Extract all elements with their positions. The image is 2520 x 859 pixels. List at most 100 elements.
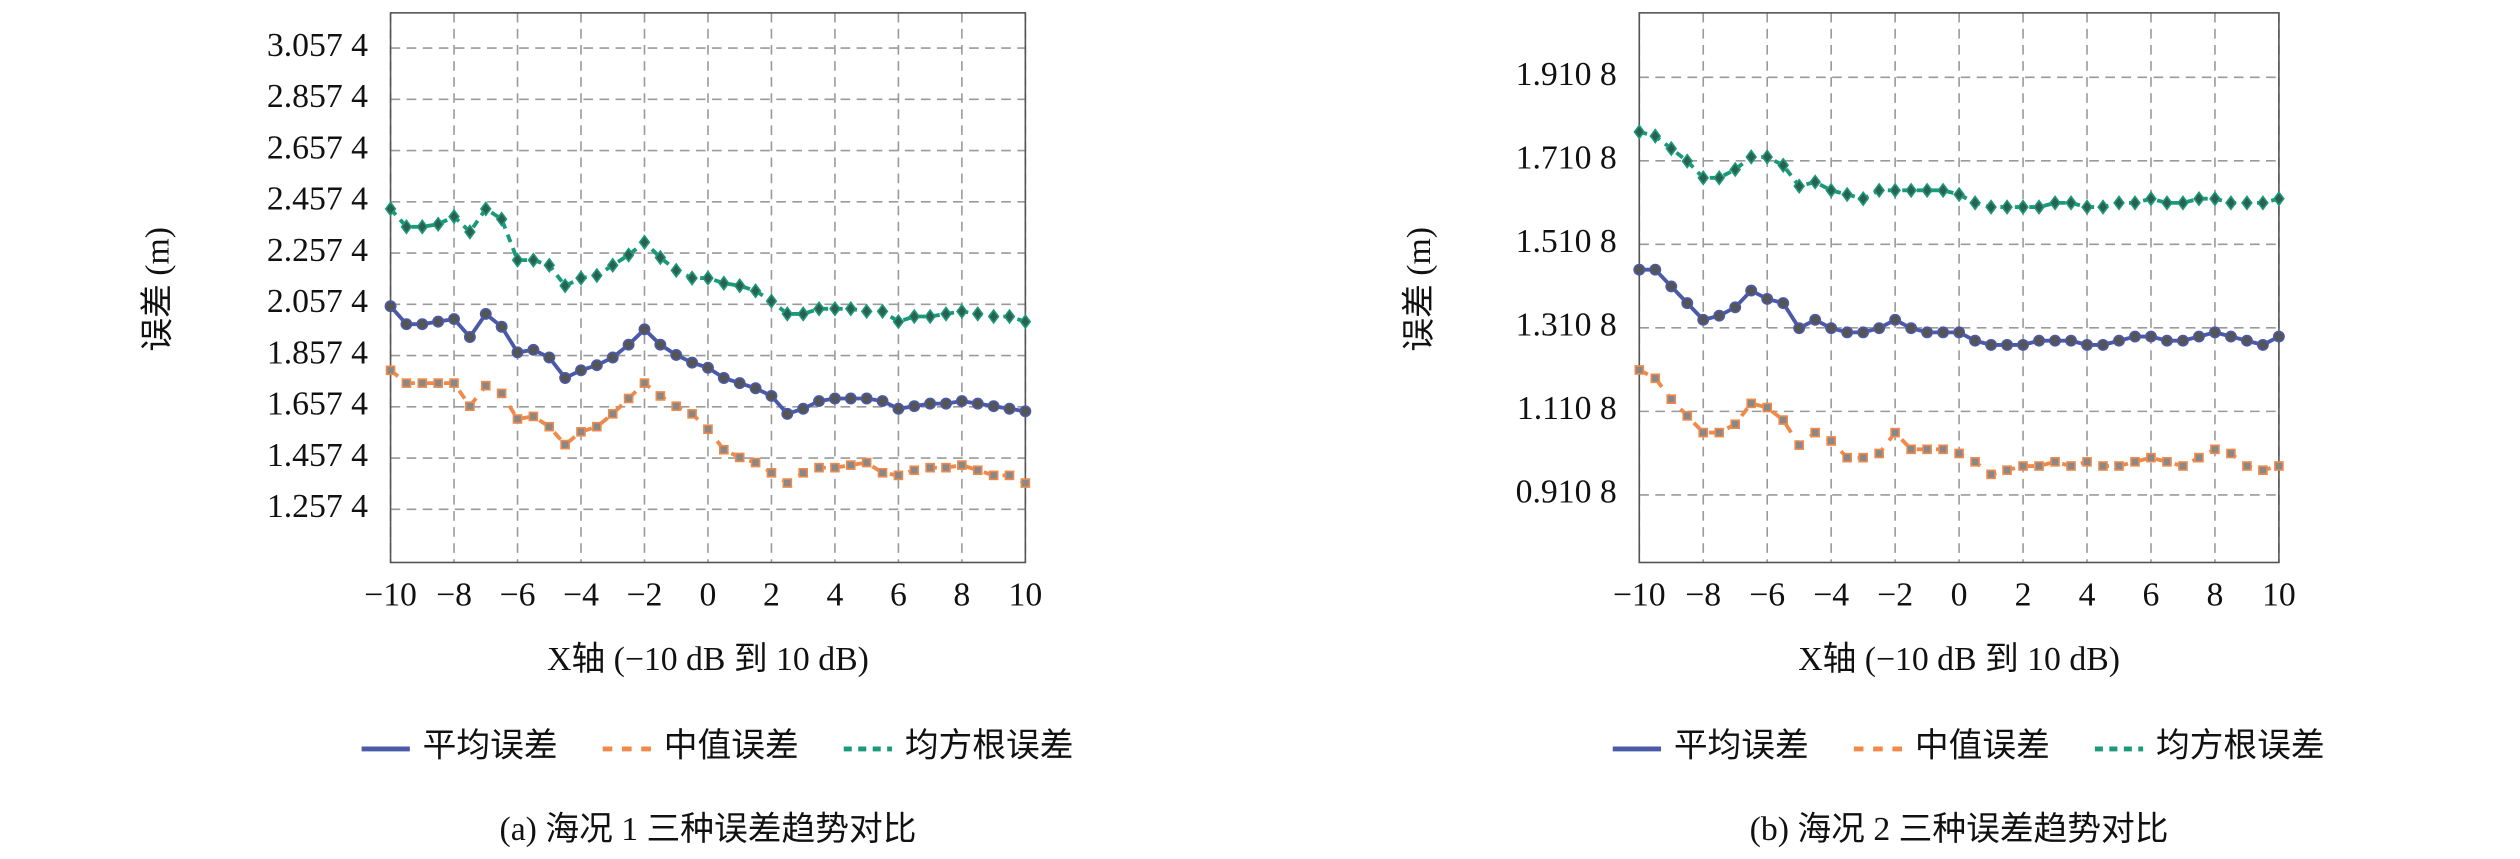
marker (1665, 140, 1678, 157)
marker (2001, 338, 2014, 351)
marker (465, 401, 475, 412)
legend-label: 均方根误差 (905, 727, 1074, 765)
marker (1922, 444, 1932, 455)
marker (1778, 415, 1789, 425)
marker (591, 267, 603, 284)
marker (2161, 195, 2173, 211)
y-tick-label: 1.257 4 (267, 488, 368, 525)
marker (892, 402, 905, 415)
marker (782, 478, 793, 488)
marker (1634, 365, 1645, 375)
marker (2161, 334, 2173, 347)
marker (638, 234, 651, 250)
marker (2065, 334, 2077, 347)
marker (2193, 190, 2205, 207)
marker (987, 308, 1000, 325)
marker (719, 444, 729, 455)
x-tick-label: −6 (500, 577, 536, 614)
x-tick-label: −8 (436, 577, 472, 614)
marker (971, 397, 984, 410)
marker (2114, 461, 2124, 471)
marker (1745, 149, 1758, 165)
x-tick-label: −4 (563, 577, 599, 614)
marker (1793, 178, 1806, 194)
marker (1745, 284, 1758, 297)
marker (1890, 427, 1900, 438)
marker (1873, 182, 1885, 199)
marker (2177, 195, 2189, 211)
marker (1857, 326, 1870, 339)
marker (433, 378, 443, 388)
marker (2049, 334, 2061, 347)
marker (860, 392, 873, 405)
chart-panel: 0.910 8 1.110 8 1.310 8 1.510 8 1.710 8 1.910… (1400, 12, 2325, 848)
marker (1762, 402, 1773, 413)
marker (2194, 452, 2204, 463)
marker (607, 409, 618, 419)
marker (797, 306, 810, 322)
y-tick-label: 1.310 8 (1516, 307, 1617, 344)
marker (686, 270, 698, 286)
marker (1777, 297, 1790, 310)
marker (1761, 149, 1774, 165)
marker (1633, 124, 1646, 140)
marker (703, 424, 713, 435)
marker (654, 338, 667, 351)
y-axis-label: 误差 (m) (138, 227, 176, 352)
marker (1698, 427, 1709, 438)
x-tick-label: 4 (2079, 577, 2096, 614)
marker (1985, 199, 1997, 215)
marker (2129, 195, 2141, 211)
marker (559, 372, 572, 384)
marker (463, 331, 476, 343)
plot-frame (389, 12, 1027, 564)
marker (861, 457, 872, 468)
marker (622, 247, 635, 263)
marker (2273, 190, 2285, 207)
marker (940, 306, 952, 322)
marker (781, 407, 794, 420)
marker (527, 252, 540, 268)
marker (2034, 461, 2044, 471)
y-tick-label: 1.910 8 (1516, 56, 1617, 93)
x-tick-label: −2 (1877, 577, 1913, 614)
marker (2224, 330, 2237, 343)
marker (384, 201, 397, 217)
marker (495, 211, 508, 227)
marker (2241, 195, 2253, 211)
x-tick-label: 6 (890, 577, 907, 614)
marker (1681, 297, 1694, 310)
x-axis-label: X轴 (−10 dB 到 10 dB) (1798, 640, 2120, 678)
marker (464, 224, 476, 240)
marker (1921, 326, 1934, 339)
marker (479, 307, 492, 320)
marker (798, 467, 809, 478)
marker (623, 393, 634, 404)
marker (1714, 427, 1725, 438)
marker (2257, 195, 2269, 211)
marker (718, 275, 730, 291)
x-tick-label: −4 (1813, 577, 1849, 614)
marker (511, 252, 524, 268)
marker (638, 323, 651, 336)
marker (606, 351, 619, 364)
marker (2065, 195, 2077, 211)
marker (575, 270, 587, 286)
marker (2225, 195, 2237, 211)
marker (2033, 199, 2045, 215)
x-tick-label: −10 (364, 577, 417, 614)
legend-label: 平均误差 (1674, 727, 1809, 765)
x-tick-label: 6 (2143, 577, 2160, 614)
marker (717, 372, 730, 384)
marker (2145, 330, 2157, 343)
marker (940, 397, 952, 410)
marker (988, 470, 999, 481)
x-tick-label: 8 (953, 577, 970, 614)
y-axis-label: 误差 (m) (1400, 227, 1438, 352)
marker (909, 465, 920, 476)
marker (1019, 405, 1032, 418)
marker (1857, 190, 1869, 207)
legend-item: 均方根误差 (843, 727, 1074, 765)
marker (2130, 457, 2140, 467)
marker (400, 219, 413, 235)
